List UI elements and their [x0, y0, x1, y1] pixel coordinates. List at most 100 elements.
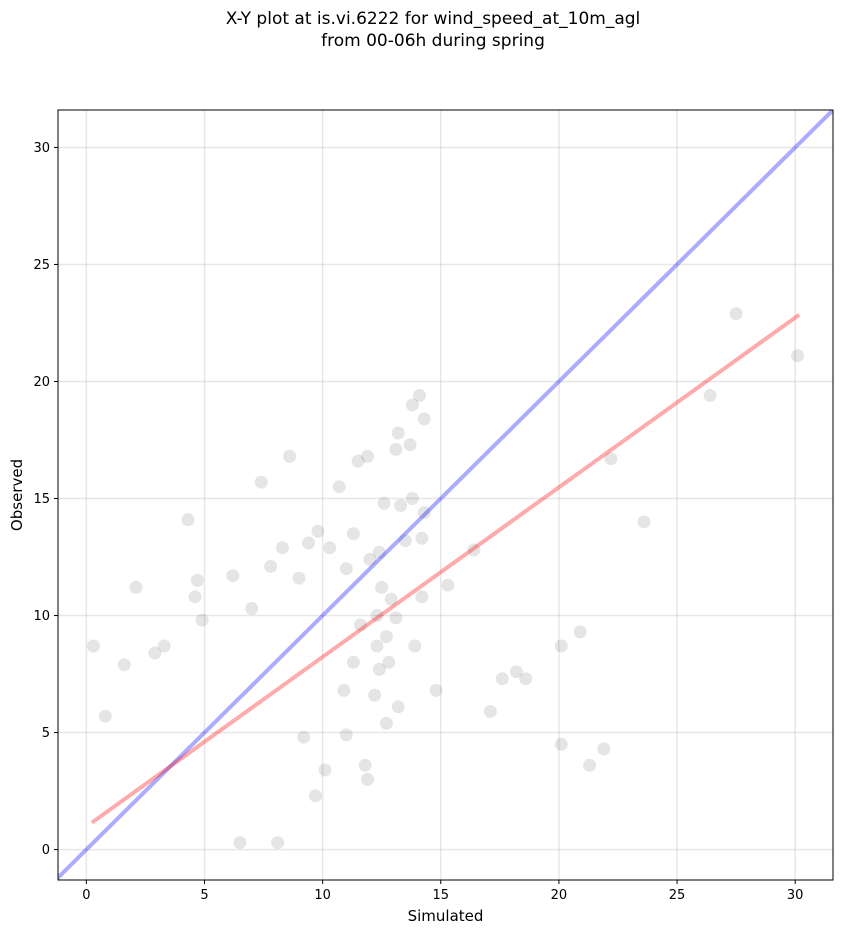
scatter-point: [429, 683, 443, 697]
scatter-point: [637, 515, 651, 529]
scatter-point: [309, 789, 322, 803]
scatter-point: [363, 552, 377, 566]
x-tick-label: 25: [669, 888, 686, 903]
regression-fit-line: [90, 313, 801, 825]
scatter-point: [361, 772, 374, 786]
scatter-point: [384, 592, 398, 606]
scatter-point: [729, 307, 743, 321]
scatter-point: [379, 630, 393, 644]
y-tick-label: 20: [33, 375, 50, 390]
scatter-point: [791, 349, 805, 363]
scatter-point: [98, 709, 112, 723]
scatter-point: [415, 531, 429, 545]
scatter-point: [398, 534, 412, 548]
scatter-point: [597, 742, 611, 756]
scatter-point: [339, 728, 353, 742]
scatter-point: [361, 449, 374, 463]
x-tick-label: 10: [314, 888, 331, 903]
scatter-point: [372, 545, 386, 559]
scatter-point: [483, 705, 497, 718]
y-tick-label: 10: [33, 609, 50, 624]
x-tick-label: 0: [82, 888, 90, 903]
scatter-point: [413, 389, 426, 402]
scatter-point: [389, 442, 403, 456]
scatter-point: [509, 665, 523, 679]
scatter-point: [405, 492, 419, 505]
scatter-point: [117, 658, 131, 672]
scatter-point: [368, 688, 382, 702]
x-tick-label: 5: [200, 888, 208, 903]
scatter-point: [417, 506, 431, 520]
scatter-point: [226, 569, 240, 583]
scatter-point: [391, 426, 405, 440]
reference-lines: [58, 110, 833, 880]
scatter-point: [188, 590, 202, 604]
scatter-points: [86, 307, 805, 850]
chart-title: X-Y plot at is.vi.6222 for wind_speed_at…: [0, 8, 843, 52]
scatter-point: [311, 524, 325, 538]
scatter-point: [573, 625, 587, 639]
scatter-point: [351, 454, 365, 468]
scatter-point: [370, 609, 384, 622]
scatter-point: [195, 613, 209, 627]
y-tick-label: 5: [42, 726, 50, 741]
scatter-point: [233, 836, 247, 850]
scatter-point: [467, 543, 481, 557]
scatter-point: [353, 618, 367, 632]
scatter-point: [391, 700, 405, 714]
x-tick-label: 30: [787, 888, 804, 903]
scatter-point: [346, 655, 360, 669]
scatter-point: [375, 580, 389, 594]
scatter-point: [264, 559, 278, 573]
scatter-point: [148, 646, 162, 660]
scatter-point: [129, 580, 143, 594]
scatter-point: [583, 758, 597, 772]
scatter-point: [339, 562, 353, 576]
y-tick-label: 25: [33, 258, 50, 273]
scatter-point: [276, 541, 289, 555]
scatter-point: [157, 639, 171, 653]
chart-title-line-2: from 00-06h during spring: [321, 31, 545, 51]
scatter-point: [441, 578, 455, 592]
scatter-point: [370, 639, 384, 653]
scatter-point: [358, 758, 372, 772]
one-to-one-line: [58, 110, 833, 880]
scatter-point: [337, 683, 351, 697]
y-tick-label: 0: [42, 843, 50, 858]
scatter-point: [181, 513, 195, 527]
y-tick-label: 30: [33, 141, 50, 156]
scatter-point: [318, 763, 332, 777]
scatter-point: [519, 672, 533, 686]
scatter-point: [554, 639, 568, 653]
scatter-point: [415, 590, 429, 604]
grid: [58, 110, 833, 880]
scatter-point: [389, 611, 403, 625]
scatter-point: [408, 639, 422, 653]
scatter-point: [245, 602, 259, 615]
scatter-point: [323, 541, 337, 555]
scatter-point: [346, 527, 360, 541]
scatter-point: [332, 480, 346, 494]
scatter-point: [417, 412, 431, 426]
plot-frame: [57, 109, 834, 881]
y-tick-label: 15: [33, 492, 50, 507]
scatter-point: [405, 398, 419, 412]
scatter-point: [283, 449, 297, 463]
chart-title-line-1: X-Y plot at is.vi.6222 for wind_speed_at…: [225, 9, 641, 29]
scatter-point: [604, 452, 618, 466]
y-axis-label: Observed: [8, 459, 26, 531]
scatter-point: [302, 536, 315, 550]
scatter-point: [379, 716, 393, 730]
scatter-point: [703, 389, 717, 402]
scatter-point: [377, 496, 391, 510]
axis-ticks: 0 5 10 15 20 25 30 0 5 10 15 20 25 30: [33, 141, 803, 903]
x-tick-label: 15: [433, 888, 450, 903]
scatter-point: [297, 730, 311, 744]
x-axis-label: Simulated: [408, 907, 484, 925]
scatter-point: [292, 571, 306, 585]
scatter-point: [394, 499, 408, 512]
scatter-point: [554, 737, 568, 751]
scatter-point: [495, 672, 509, 686]
x-tick-label: 20: [551, 888, 568, 903]
